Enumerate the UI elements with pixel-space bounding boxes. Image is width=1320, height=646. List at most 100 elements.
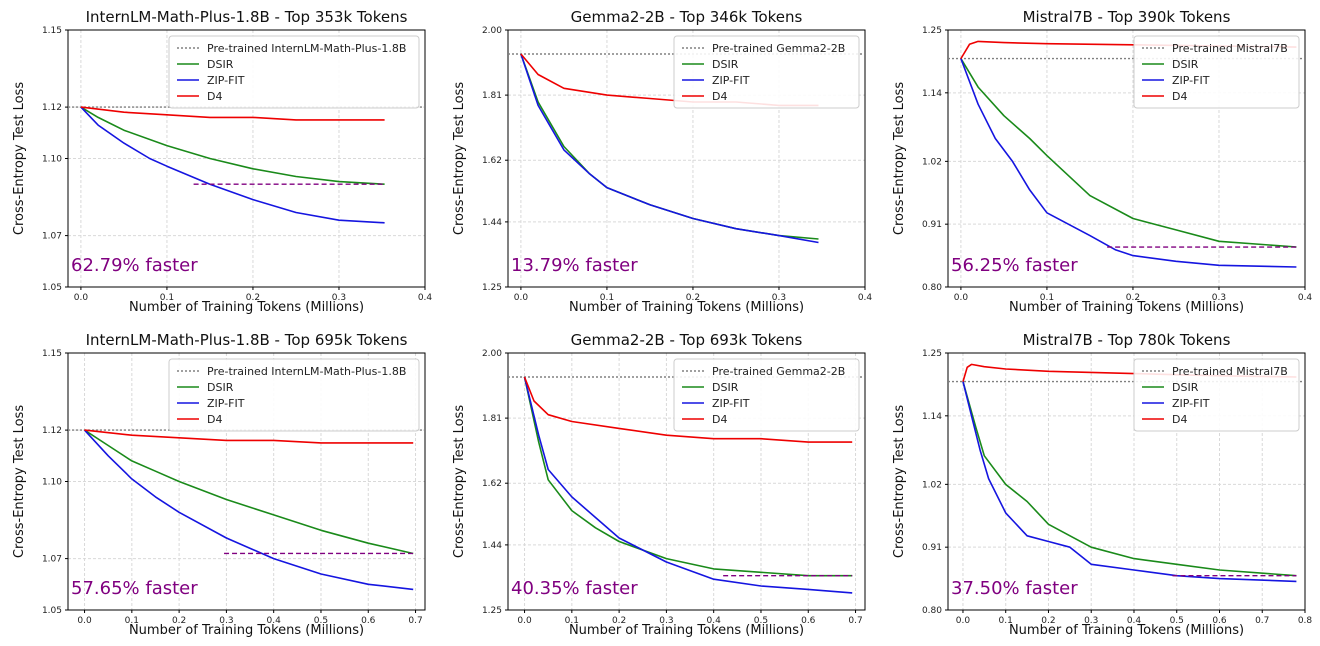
y-tick-label: 1.25 — [922, 349, 942, 359]
series-group — [68, 106, 425, 224]
x-tick-label: 0.1 — [565, 616, 579, 626]
y-axis-label: Cross-Entropy Test Loss — [12, 405, 27, 558]
legend-label: ZIP-FIT — [207, 74, 245, 87]
x-tick-label: 0.7 — [1255, 616, 1269, 626]
series-line-d4 — [84, 429, 414, 444]
x-tick-label: 0.3 — [659, 616, 673, 626]
y-tick-label: 0.80 — [922, 606, 942, 616]
x-tick-label: 0.3 — [219, 616, 233, 626]
legend: Pre-trained Mistral7B DSIR ZIP-FIT D4 — [1133, 35, 1300, 109]
x-tick-label: 0.1 — [125, 616, 139, 626]
speedup-annotation: 13.79% faster — [511, 255, 638, 276]
plot-frame — [947, 352, 1306, 611]
y-axis-label: Cross-Entropy Test Loss — [892, 82, 907, 235]
x-tick-label: 0.1 — [160, 293, 174, 303]
x-tick-label: 0.6 — [361, 616, 376, 626]
y-tick-label: 0.91 — [922, 220, 942, 230]
y-axis-label: Cross-Entropy Test Loss — [452, 405, 467, 558]
chart-title: InternLM-Math-Plus-1.8B - Top 353k Token… — [86, 8, 408, 26]
y-tick-label: 1.12 — [42, 103, 62, 113]
series-line-dsir — [84, 429, 414, 555]
x-tick-label: 0.2 — [172, 616, 186, 626]
x-tick-label: 0.3 — [1212, 293, 1226, 303]
x-tick-label: 0.6 — [801, 616, 816, 626]
chart-panel: 0.0 0.1 0.2 0.3 0.4 0.80 0.91 1.02 1.14 1.25 Mistr… — [880, 0, 1320, 323]
y-tick-label: 1.07 — [42, 555, 62, 565]
series-line-zip-fit — [80, 106, 385, 224]
x-tick-label: 0.0 — [77, 616, 92, 626]
x-tick-label: 0.5 — [1170, 616, 1184, 626]
speedup-annotation: 40.35% faster — [511, 578, 638, 599]
y-tick-label: 0.80 — [922, 283, 942, 293]
y-tick-label: 1.15 — [42, 26, 62, 36]
x-tick-label: 0.3 — [1084, 616, 1098, 626]
x-tick-label: 0.4 — [267, 616, 282, 626]
chart-mistral-390k: 0.0 0.1 0.2 0.3 0.4 0.80 0.91 1.02 1.14 1.25 Mistr… — [892, 8, 1312, 315]
x-axis-label: Number of Training Tokens (Millions) — [1009, 300, 1244, 315]
series-line-zip-fit — [83, 429, 414, 591]
y-tick-label: 1.14 — [922, 412, 942, 422]
chart-gemma-693k: 0.0 0.1 0.2 0.3 0.4 0.5 0.6 0.7 1.25 1.44 1.62 1.81… — [452, 331, 866, 638]
series-group — [68, 429, 425, 591]
x-tick-label: 0.4 — [1127, 616, 1142, 626]
x-axis-label: Number of Training Tokens (Millions) — [129, 300, 364, 315]
speedup-annotation: 37.50% faster — [951, 578, 1078, 599]
y-tick-label: 1.81 — [482, 414, 502, 424]
tick-labels: 0.0 0.1 0.2 0.3 0.4 1.05 1.07 1.10 1.12 1.15 — [42, 26, 432, 303]
y-tick-label: 1.15 — [42, 349, 62, 359]
legend-label: D4 — [1172, 90, 1187, 103]
y-tick-label: 0.91 — [922, 543, 942, 553]
legend-label: ZIP-FIT — [712, 397, 750, 410]
x-tick-label: 0.5 — [314, 616, 328, 626]
y-tick-label: 1.02 — [922, 157, 942, 167]
legend-box — [673, 358, 860, 432]
tick-labels: 0.0 0.1 0.2 0.3 0.4 1.25 1.44 1.62 1.81 2.00 — [482, 26, 872, 303]
chart-mistral-780k: 0.0 0.1 0.2 0.3 0.4 0.5 0.6 0.7 0.8 0.80 0.91 1.02 1… — [892, 331, 1312, 638]
legend-label: DSIR — [712, 58, 739, 71]
y-tick-label: 1.25 — [922, 26, 942, 36]
legend-label: ZIP-FIT — [207, 397, 245, 410]
series-line-dsir — [960, 58, 1297, 248]
tick-labels: 0.0 0.1 0.2 0.3 0.4 0.5 0.6 0.7 0.8 0.80 0.91 1.02 1… — [922, 349, 1312, 626]
y-tick-label: 1.05 — [42, 606, 62, 616]
x-tick-label: 0.6 — [1212, 616, 1227, 626]
y-tick-label: 1.44 — [482, 541, 502, 551]
legend: Pre-trained Mistral7B DSIR ZIP-FIT D4 — [1133, 358, 1300, 432]
series-line-d4 — [523, 376, 853, 443]
legend-box — [168, 35, 420, 109]
legend-label: Pre-trained Mistral7B — [1172, 365, 1288, 378]
chart-internlm-353k: 0.0 0.1 0.2 0.3 0.4 1.05 1.07 1.10 1.12 1.15 Inter… — [12, 8, 432, 315]
x-tick-label: 0.0 — [517, 616, 532, 626]
x-tick-label: 0.7 — [408, 616, 422, 626]
speedup-annotation: 62.79% faster — [71, 255, 198, 276]
plot-frame — [507, 29, 866, 288]
y-axis-label: Cross-Entropy Test Loss — [12, 82, 27, 235]
x-tick-label: 0.8 — [1298, 616, 1313, 626]
series-line-dsir — [80, 106, 385, 185]
series-line-dsir — [962, 381, 1297, 577]
legend-label: DSIR — [1172, 58, 1199, 71]
x-tick-label: 0.0 — [74, 293, 89, 303]
series-line-d4 — [80, 106, 385, 121]
legend-label: Pre-trained Gemma2-2B — [712, 365, 845, 378]
legend-box — [673, 35, 860, 109]
y-tick-label: 1.62 — [482, 479, 502, 489]
series-line-dsir — [523, 376, 853, 577]
chart-internlm-695k: 0.0 0.1 0.2 0.3 0.4 0.5 0.6 0.7 1.05 1.07 1.10 1.12… — [12, 331, 426, 638]
y-tick-label: 1.07 — [42, 232, 62, 242]
y-tick-label: 1.44 — [482, 218, 502, 228]
legend-label: ZIP-FIT — [1172, 74, 1210, 87]
legend-label: DSIR — [712, 381, 739, 394]
tick-labels: 0.0 0.1 0.2 0.3 0.4 0.5 0.6 0.7 1.05 1.07 1.10 1.12… — [42, 349, 423, 626]
chart-title: Mistral7B - Top 780k Tokens — [1023, 331, 1231, 349]
legend-label: Pre-trained Gemma2-2B — [712, 42, 845, 55]
legend-label: D4 — [207, 413, 222, 426]
y-tick-label: 1.05 — [42, 283, 62, 293]
legend-box — [168, 358, 420, 432]
y-tick-label: 1.02 — [922, 480, 942, 490]
x-tick-label: 0.0 — [514, 293, 529, 303]
y-tick-label: 1.10 — [42, 155, 62, 165]
tick-labels: 0.0 0.1 0.2 0.3 0.4 0.80 0.91 1.02 1.14 1.25 — [922, 26, 1312, 303]
legend: Pre-trained Gemma2-2B DSIR ZIP-FIT D4 — [673, 35, 860, 109]
chart-title: Mistral7B - Top 390k Tokens — [1023, 8, 1231, 26]
